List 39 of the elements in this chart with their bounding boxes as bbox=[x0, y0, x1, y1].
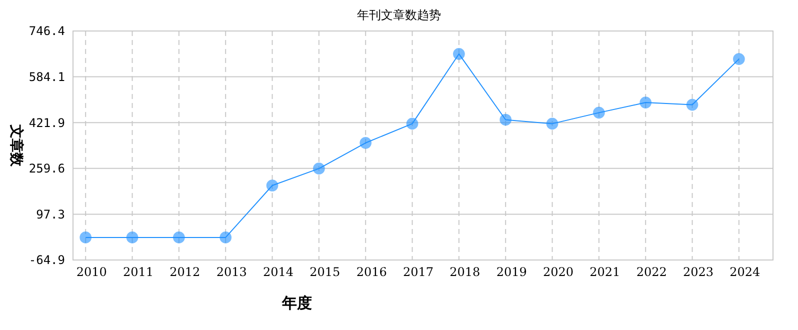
x-tick-label: 2022 bbox=[636, 265, 667, 279]
point bbox=[453, 48, 465, 60]
x-tick-label: 2017 bbox=[402, 265, 434, 279]
point bbox=[500, 114, 512, 126]
point bbox=[360, 136, 372, 149]
x-tick-label: 2015 bbox=[310, 265, 340, 279]
point bbox=[733, 53, 745, 65]
y-tick-label: 421.9 bbox=[28, 116, 65, 130]
x-tick-label: 2021 bbox=[590, 265, 620, 279]
point bbox=[173, 232, 185, 244]
point bbox=[686, 98, 698, 111]
x-tick-label: 2023 bbox=[682, 265, 714, 279]
x-tick-label: 2016 bbox=[356, 265, 387, 279]
chart-title: 年刊文章数趋势 bbox=[357, 8, 441, 22]
y-tick-label: -64.9 bbox=[28, 253, 65, 268]
x-tick-label: 2014 bbox=[262, 265, 294, 279]
y-tick-label: 584.1 bbox=[28, 70, 65, 84]
x-tick-label: 2019 bbox=[496, 265, 527, 279]
x-tick-label: 2011 bbox=[122, 265, 154, 279]
point bbox=[80, 232, 92, 244]
point bbox=[640, 96, 652, 108]
point bbox=[546, 118, 558, 130]
point bbox=[220, 232, 232, 244]
point bbox=[406, 118, 418, 130]
x-axis-title: 年度 bbox=[281, 294, 312, 312]
x-tick-label: 2018 bbox=[450, 265, 480, 279]
x-tick-label: 2013 bbox=[216, 265, 247, 279]
point bbox=[313, 162, 325, 174]
point bbox=[266, 180, 278, 192]
y-axis-title: 文章数 bbox=[8, 124, 25, 168]
x-tick-label: 2020 bbox=[542, 265, 574, 279]
y-tick-label: 746.4 bbox=[28, 24, 65, 38]
x-tick-label: 2010 bbox=[76, 265, 107, 279]
x-tick-label: 2024 bbox=[730, 265, 761, 279]
x-tick-label: 2012 bbox=[170, 265, 200, 279]
point bbox=[593, 106, 605, 119]
y-tick-label: 259.6 bbox=[28, 162, 65, 176]
y-tick-label: 97.3 bbox=[36, 207, 65, 222]
point bbox=[126, 232, 138, 244]
